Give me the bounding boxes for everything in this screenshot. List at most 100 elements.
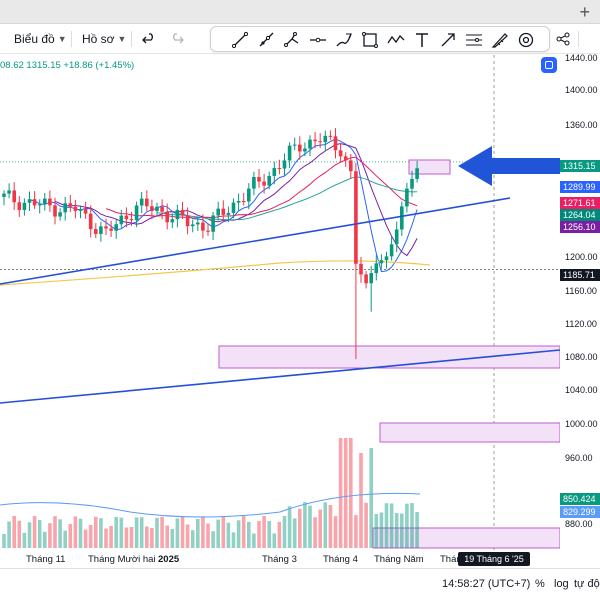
price-axis[interactable]: 1440.00 1400.00 1360.00 1200.00 1160.00 1120.… <box>560 53 600 551</box>
price-tick-label: 880.00 <box>565 519 593 529</box>
candle-body <box>88 213 93 230</box>
auto-scale-toggle[interactable]: tự độ <box>574 578 600 590</box>
volume-bar <box>43 531 47 548</box>
candlesticks <box>2 128 419 360</box>
volume-bar <box>201 516 205 548</box>
drawing-zones <box>218 159 560 549</box>
percent-scale-toggle[interactable]: % <box>535 578 545 590</box>
volume-bar <box>298 508 302 548</box>
price-badge: 850.424 <box>560 493 600 505</box>
ray-tool-icon[interactable] <box>257 31 275 49</box>
horizontal-line-tool-icon[interactable] <box>309 31 327 49</box>
candle-body <box>12 190 16 203</box>
candle-body <box>109 228 113 231</box>
candle-body <box>287 145 292 161</box>
volume-bar <box>12 516 16 548</box>
candle-body <box>226 212 231 215</box>
text-tool-icon[interactable] <box>413 31 431 49</box>
support-zone-rect <box>218 345 560 369</box>
volume-bar <box>262 516 266 548</box>
candle-body <box>2 193 6 197</box>
candle-body <box>400 206 404 230</box>
visibility-tool-icon[interactable] <box>517 31 535 49</box>
arrow-tool-icon[interactable] <box>439 31 457 49</box>
candle-body <box>303 148 307 152</box>
candle-body <box>277 168 282 170</box>
volume-bar <box>231 532 236 548</box>
volume-bar <box>99 518 103 548</box>
volume-bar <box>389 503 394 548</box>
candle-body <box>410 178 414 189</box>
candle-body <box>155 206 159 211</box>
volume-bar <box>410 503 414 548</box>
lower-trendline <box>0 349 560 404</box>
candle-body <box>211 215 215 232</box>
volume-bar <box>211 531 215 548</box>
candle-body <box>129 219 134 221</box>
profile-dropdown[interactable]: Hồ sơ ▼ <box>82 30 126 48</box>
new-tab-button[interactable]: + <box>579 2 590 22</box>
undo-icon[interactable] <box>142 32 156 46</box>
price-tick-label: 1360.00 <box>565 120 598 130</box>
candle-body <box>78 208 83 211</box>
chart-type-dropdown[interactable]: Biểu đồ ▼ <box>14 30 67 48</box>
candle-body <box>231 202 236 213</box>
candle-body <box>308 139 312 149</box>
volume-bar <box>277 521 282 548</box>
volume-bar <box>241 516 246 548</box>
volume-bar <box>216 519 220 548</box>
candle-body <box>257 176 261 182</box>
volume-bar <box>17 520 22 548</box>
volume-bar <box>68 524 73 548</box>
candle-body <box>379 260 384 264</box>
rectangle-tool-icon[interactable] <box>361 31 379 49</box>
candle-body <box>99 226 103 234</box>
price-tick-label: 1080.00 <box>565 352 598 362</box>
candle-body <box>150 206 154 211</box>
price-badge: 1315.15 <box>560 160 600 172</box>
candle-body <box>292 144 297 146</box>
fib-retracement-tool-icon[interactable] <box>465 31 483 49</box>
candle-body <box>160 206 164 212</box>
log-scale-toggle[interactable]: log <box>554 578 569 590</box>
volume-bar <box>236 520 241 548</box>
volume-bar <box>287 506 292 548</box>
candle-body <box>139 198 144 206</box>
trendline-tool-icon[interactable] <box>231 31 249 49</box>
volume-bar <box>303 502 307 548</box>
toolbar-divider <box>578 31 579 47</box>
volume-bar <box>405 503 409 548</box>
share-icon[interactable] <box>556 32 570 46</box>
drawing-tools-panel <box>210 26 550 52</box>
candle-body <box>104 226 108 229</box>
volume-bar <box>354 515 358 548</box>
candle-body <box>389 244 394 257</box>
measure-tool-icon[interactable] <box>491 31 509 49</box>
volume-bar <box>139 517 144 548</box>
volume-bar <box>221 516 226 548</box>
candle-body <box>272 168 277 176</box>
candle-body <box>27 199 32 203</box>
pitchfork-tool-icon[interactable] <box>283 31 301 49</box>
candle-body <box>262 181 266 186</box>
path-tool-icon[interactable] <box>387 31 405 49</box>
candle-body <box>201 222 205 231</box>
candle-body <box>83 208 88 214</box>
volume-bar <box>374 514 379 548</box>
clock-label[interactable]: 14:58:27 (UTC+7) <box>442 578 531 590</box>
redo-icon[interactable] <box>170 32 184 46</box>
brush-tool-icon[interactable] <box>335 31 353 49</box>
volume-bar <box>119 517 124 548</box>
candle-body <box>94 229 98 234</box>
price-chart-canvas[interactable] <box>0 55 560 551</box>
ma-line-teal <box>156 176 418 221</box>
ma-line-yellow <box>0 260 431 286</box>
grid-lines <box>0 55 560 551</box>
chart-settings-button[interactable] <box>541 57 557 73</box>
time-axis[interactable]: Thán Tháng Năm Tháng 4 Tháng 3 2025 Tháng Mườ… <box>0 551 600 568</box>
user-drawings <box>0 146 560 404</box>
price-badge: 1185.71 <box>560 269 600 281</box>
candle-body <box>282 160 287 169</box>
volume-bar <box>308 505 312 548</box>
price-tick-label: 1120.00 <box>565 319 597 329</box>
